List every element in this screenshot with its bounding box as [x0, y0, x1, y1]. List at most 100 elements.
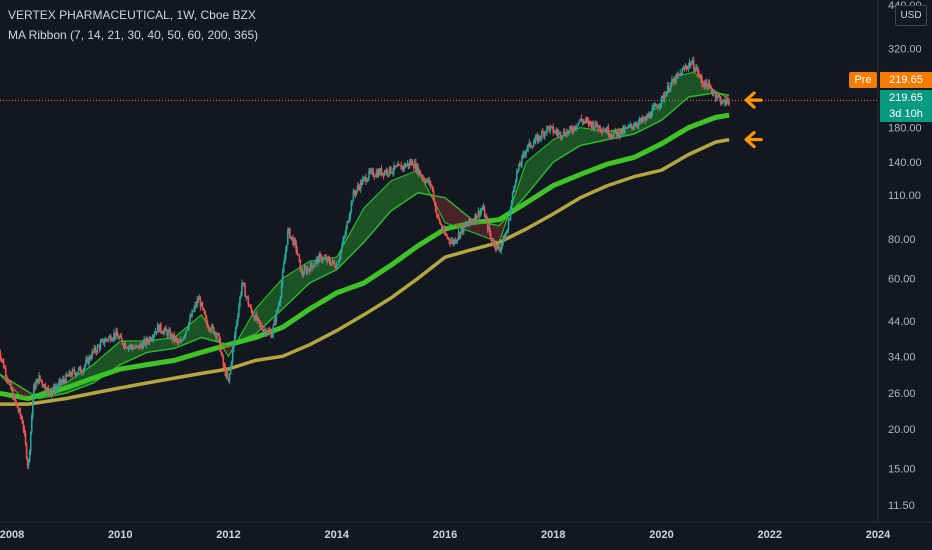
candle-body [440, 223, 442, 225]
candle-body [573, 126, 575, 132]
candle-body [507, 219, 510, 230]
candle-body [399, 165, 402, 166]
candle-body [349, 211, 352, 218]
candle-body [182, 337, 185, 341]
candle-body [312, 265, 314, 268]
candle-body [696, 67, 698, 69]
candle-body [112, 338, 114, 341]
candle-body [562, 131, 565, 137]
ribbon-segment [63, 383, 66, 394]
candle-body [417, 164, 419, 175]
ribbon-segment [273, 285, 277, 317]
candle-body [384, 171, 387, 174]
candle-body [371, 170, 373, 172]
candle-body [646, 115, 648, 121]
ribbon-segment [167, 338, 170, 350]
candle-body [394, 165, 396, 168]
candle-body [173, 334, 176, 341]
ribbon-segment [251, 311, 255, 336]
currency-button[interactable]: USD [895, 5, 927, 26]
candle-body [386, 169, 389, 175]
ribbon-segment [453, 204, 457, 227]
candle-body [378, 170, 381, 175]
candle-body [702, 84, 704, 86]
ribbon-segment [591, 129, 595, 144]
ribbon-segment [40, 391, 44, 399]
ribbon-segment [43, 390, 47, 398]
candle-body [632, 126, 635, 128]
candle-body [570, 127, 572, 129]
ribbon-segment [625, 127, 628, 136]
candle-body [35, 382, 37, 389]
candle-body [498, 246, 500, 251]
candle-body [623, 127, 625, 133]
candle-body [99, 342, 102, 349]
candle-body [315, 260, 317, 265]
candle-body [637, 122, 640, 126]
candle-body [576, 126, 578, 128]
candle-body [447, 237, 449, 239]
candle-body [185, 331, 187, 336]
candle-body [27, 460, 30, 466]
candle-body [657, 106, 660, 109]
candle-body [621, 129, 623, 134]
candle-body [625, 127, 627, 129]
candle-body [651, 108, 653, 117]
candle-body [262, 329, 264, 332]
candle-body [172, 334, 175, 340]
candle-body [548, 126, 550, 132]
candle-body [555, 130, 558, 133]
candle-body [225, 372, 228, 376]
candle-body [56, 386, 59, 388]
indicator-legend[interactable]: MA Ribbon (7, 14, 21, 30, 40, 50, 60, 20… [8, 28, 259, 42]
candle-body [347, 221, 349, 223]
candle-body [201, 302, 204, 308]
candle-body [21, 418, 24, 424]
candle-body [339, 256, 341, 261]
candle-body [310, 263, 313, 266]
candle-body [655, 104, 658, 107]
candle-body [456, 238, 459, 241]
ribbon-segment [65, 381, 69, 394]
candle-body [230, 361, 233, 367]
candle-body [314, 264, 316, 266]
candle-body [469, 218, 471, 222]
candle-body [215, 332, 217, 337]
ribbon-segment [678, 75, 682, 106]
candle-body [578, 121, 581, 123]
candle-body [370, 170, 372, 173]
candle-body [282, 264, 285, 272]
candle-body [111, 340, 113, 341]
candle-body [210, 330, 212, 332]
ribbon-segment [661, 98, 665, 120]
candle-body [207, 328, 210, 329]
time-axis[interactable]: 2008 2010 2012 2014 2016 2018 2020 2022 2024 [0, 529, 891, 541]
ribbon-segment [406, 173, 409, 201]
price-tick-label: 44.00 [888, 316, 916, 328]
candle-body [164, 327, 166, 331]
ma365-line [0, 137, 730, 406]
ribbon-segment [445, 198, 449, 224]
ribbon-segment [529, 156, 533, 191]
candle-body [478, 210, 481, 216]
candle-body [101, 339, 104, 341]
series-layer [0, 56, 878, 470]
candle-body [259, 323, 262, 326]
candle-body [81, 372, 84, 374]
ribbon-segment [361, 208, 364, 246]
ribbon-segment [588, 128, 592, 144]
candle-body [546, 126, 548, 133]
ribbon-segment [383, 185, 387, 220]
candle-body [598, 125, 600, 129]
candle-body [25, 443, 28, 459]
candle-body [534, 137, 537, 142]
candle-body [631, 126, 634, 128]
candle-body [393, 165, 395, 172]
candle-body [718, 96, 721, 98]
candle-body [407, 163, 410, 166]
ribbon-segment [77, 373, 80, 389]
candle-body [294, 239, 296, 243]
candle-body [569, 127, 571, 131]
